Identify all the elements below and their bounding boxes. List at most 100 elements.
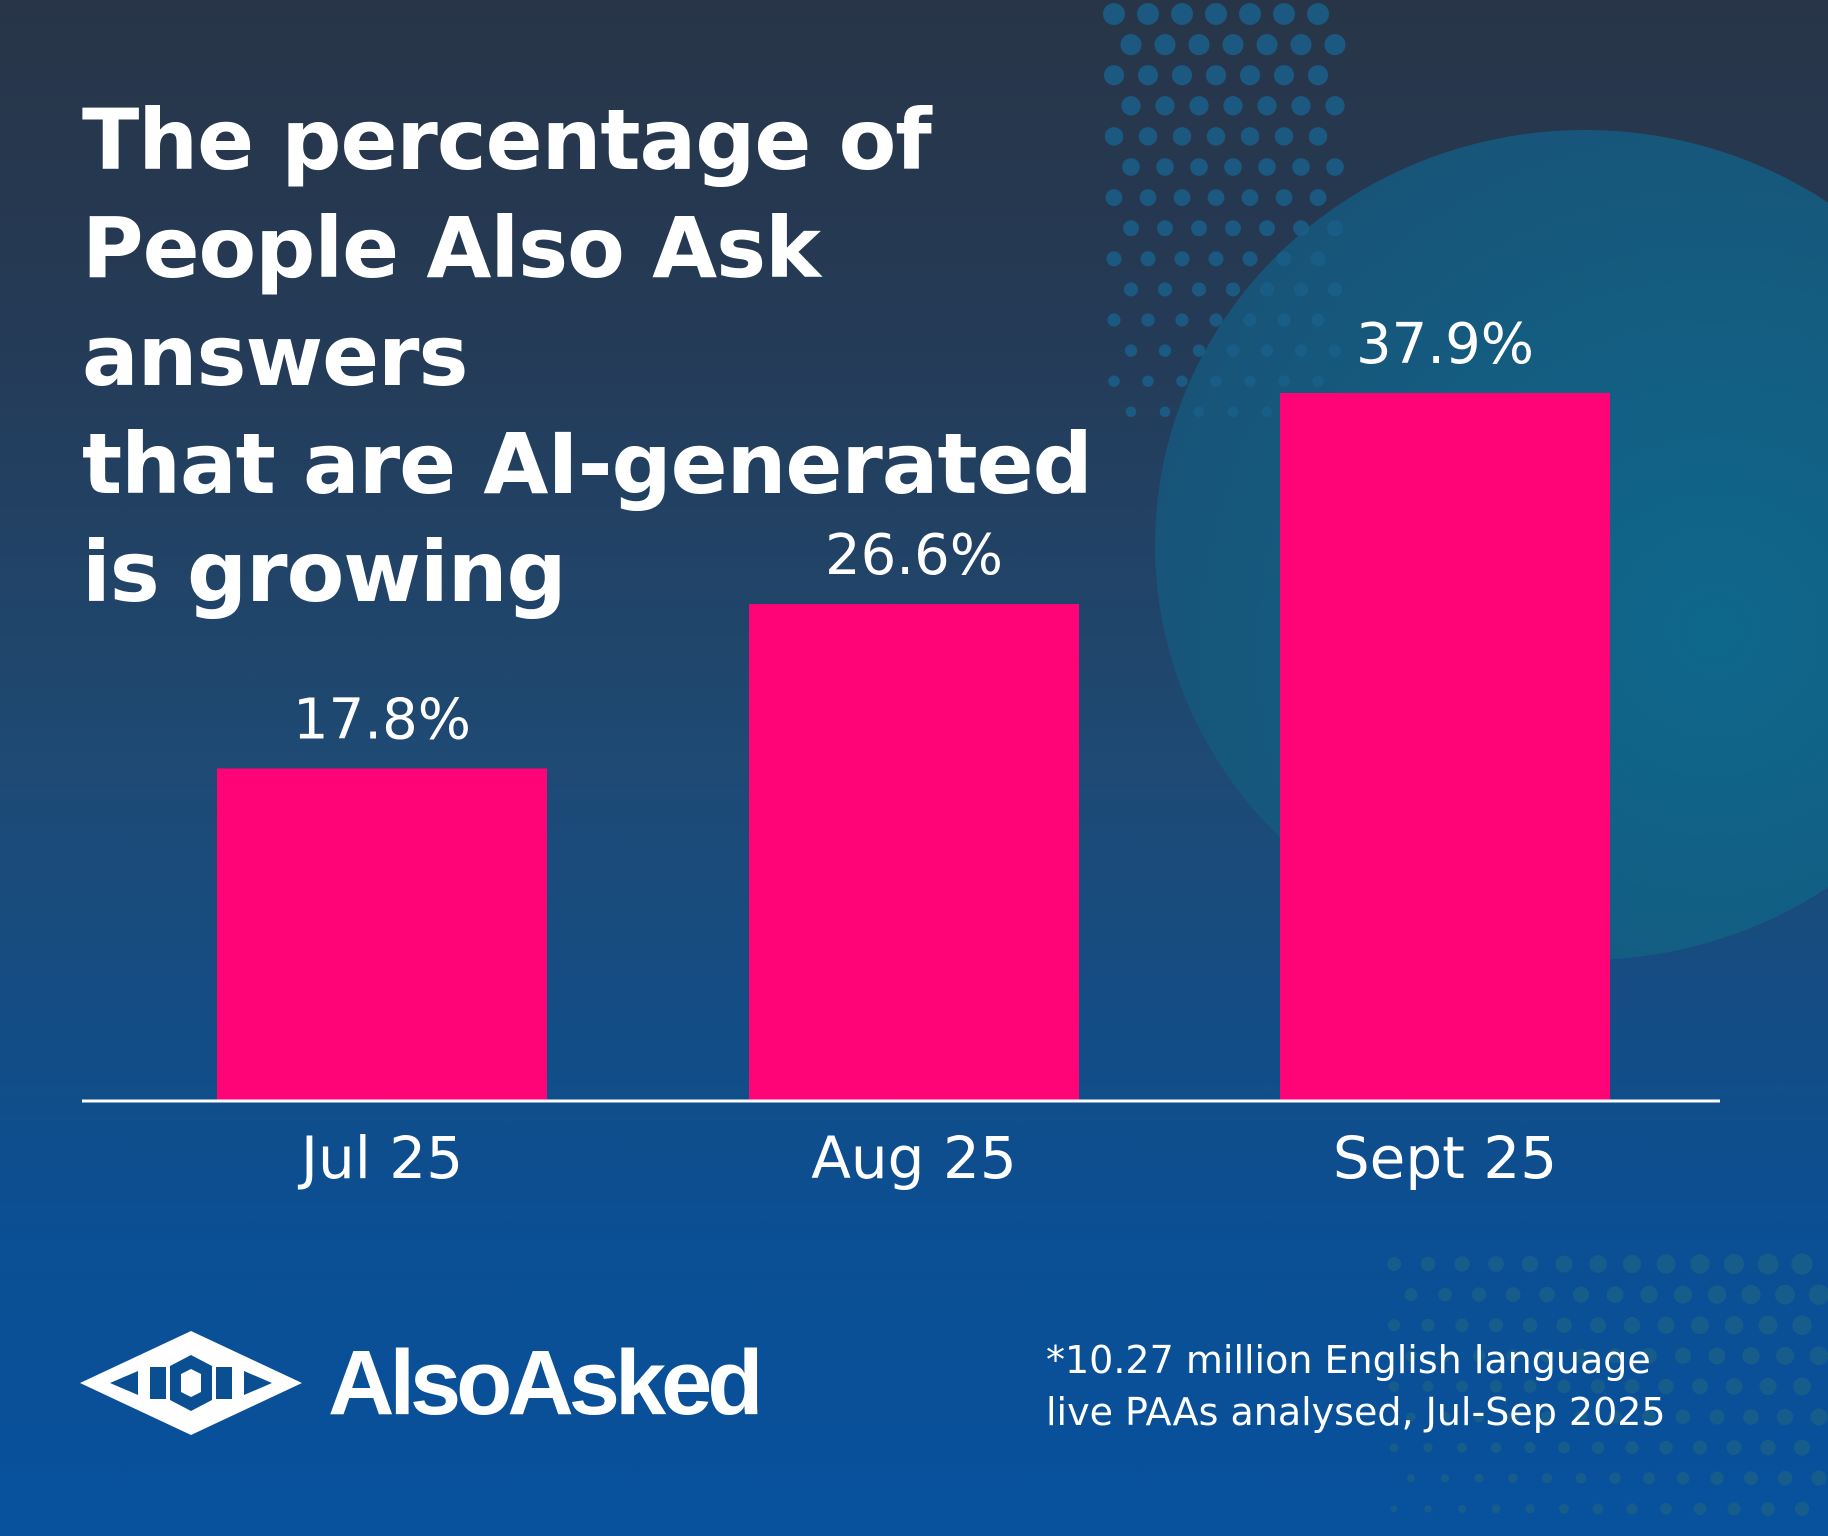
x-tick-label: Aug 25 [811,1124,1017,1192]
decorative-dot [1277,313,1291,327]
decorative-dot [1709,1409,1725,1425]
decorative-dot [1307,3,1329,25]
decorative-dot [1275,189,1293,206]
decorative-dot [1105,189,1123,206]
decorative-dot [1141,313,1155,327]
decorative-dot [1539,1286,1555,1303]
decorative-dot [1727,1502,1741,1516]
decorative-dot [1293,220,1309,237]
decorative-dot [1471,1287,1487,1302]
decorative-dot [1710,1471,1724,1485]
decorative-dot [1103,3,1125,25]
decorative-dot [1240,127,1260,146]
decorative-dot [1760,1439,1776,1456]
decorative-dot [1121,96,1141,116]
decorative-dot [1259,282,1275,297]
decorative-dot [1808,1284,1828,1305]
decorative-dot [1692,1378,1708,1395]
decorative-dot [1103,65,1125,86]
decorative-dot [1659,1440,1673,1455]
decorative-dot [1223,96,1243,116]
decorative-dot [1472,1349,1486,1363]
decorative-dot [1811,1470,1827,1486]
decorative-dot [1421,1318,1435,1332]
decorative-dot [1210,375,1222,387]
decorative-dot [1259,220,1275,237]
decorative-dot [1390,1505,1398,1513]
decorative-dot [1676,1471,1690,1485]
decorative-dot [1438,1287,1452,1302]
decorative-dot [1224,158,1242,176]
decorative-dot [1387,1257,1401,1271]
brand-name: AlsoAsked [328,1331,763,1434]
title-line: The percentage of [82,91,932,189]
decorative-dot [1225,282,1241,297]
decorative-dot [1405,1350,1417,1362]
decorative-dot [1491,1504,1501,1514]
decorative-dot [1691,1316,1709,1335]
decorative-dot [1474,1473,1484,1483]
decorative-dot [1309,189,1327,206]
decorative-dot [1606,1286,1624,1304]
decorative-dot [1793,1439,1811,1456]
decorative-dot [1192,344,1206,357]
decorative-dot [1573,1348,1589,1364]
decorative-dot [1312,375,1324,387]
decorative-dot [1293,282,1309,297]
dot-pattern-top [1103,3,1346,418]
dot-pattern-bottom [1387,1253,1828,1516]
decorative-dot [1574,1410,1588,1424]
decorative-dot [1525,1504,1535,1514]
decorative-dot [1693,1502,1707,1516]
decorative-dot [1761,1501,1775,1516]
decorative-dot [1242,251,1258,267]
decorative-dot [1156,158,1174,176]
decorative-dot [1157,282,1173,297]
decorative-dot [1404,1288,1418,1302]
decorative-dot [1191,282,1207,297]
decorative-dot [1324,34,1346,56]
decorative-dot [1205,3,1227,25]
decorative-dot [1741,1284,1761,1305]
decorative-dot [1290,34,1312,56]
decorative-dot [1227,406,1239,418]
decorative-dot [1278,375,1290,387]
decorative-dot [1108,375,1120,387]
decorative-dot [1524,1442,1536,1454]
decorative-dot [1522,1317,1538,1333]
decorative-dot [1625,1441,1639,1455]
decorative-dot [1589,1255,1607,1273]
decorative-dot [1690,1254,1710,1274]
decorative-dot [1540,1410,1554,1424]
decorative-dot [1420,1256,1436,1272]
decorative-dot [1137,3,1159,25]
decorative-dot [1294,344,1308,357]
decorative-dot [1422,1380,1434,1392]
decorative-dot [1640,1285,1658,1304]
decorative-dot [1775,1284,1795,1305]
decorative-dot [1142,375,1154,387]
decorative-dot [1256,34,1278,56]
decorative-dot [1239,65,1261,86]
decorative-dot [1541,1473,1553,1484]
chart-title: The percentage of People Also Ask answer… [82,86,1122,626]
decorative-dot [1592,1503,1604,1515]
decorative-dot [1154,34,1176,56]
bars-layer: 17.8% Jul 25 26.6% Aug 25 37.9% Sept 25 [217,312,1610,1192]
decorative-dot [1775,1346,1795,1365]
decorative-dot [1455,1318,1469,1332]
decorative-dot [1188,34,1210,56]
decorative-dot [1407,1474,1415,1483]
decorative-dot [1387,1319,1401,1332]
decorative-dot [1327,282,1343,297]
decorative-dot [1742,1347,1760,1365]
decorative-dot [1106,251,1122,267]
decorative-dot [1657,1316,1675,1334]
decorative-dot [1139,189,1157,206]
decorative-dot [1724,1316,1744,1335]
x-tick-label: Jul 25 [298,1124,463,1192]
decorative-dot [1557,1379,1571,1394]
decorative-dot [1656,1254,1676,1274]
decorative-dot [1457,1504,1467,1513]
decorative-dot [1241,189,1259,206]
